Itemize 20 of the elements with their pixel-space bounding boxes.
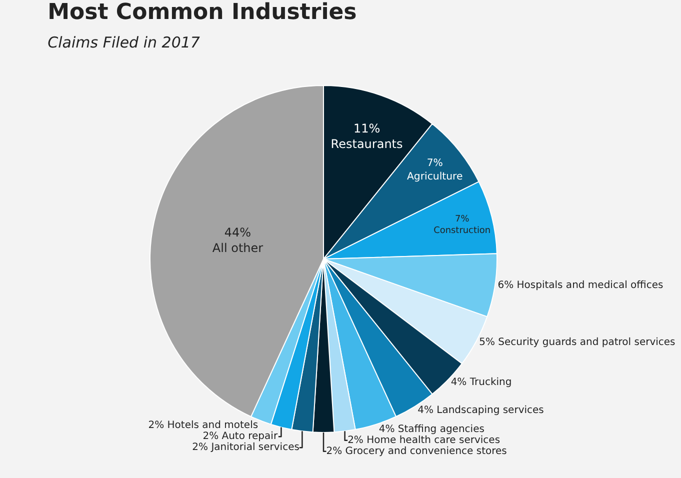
chart-title: Most Common Industries — [48, 0, 357, 26]
slice-label: Restaurants — [330, 136, 403, 151]
slice-label: 2% Janitorial services — [192, 442, 300, 454]
slice-label: 4% Trucking — [450, 376, 512, 388]
slice-label: Agriculture — [407, 171, 463, 182]
data-label: 44% — [224, 225, 252, 240]
chart-subtitle: Claims Filed in 2017 — [48, 34, 200, 52]
data-label: 11% — [353, 121, 380, 136]
slice-label: 4% Landscaping services — [418, 404, 544, 416]
slice-label: Construction — [434, 226, 491, 236]
slice-label: 6% Hospitals and medical offices — [498, 280, 664, 292]
slice-label: 2% Home health care services — [348, 434, 500, 446]
data-label: 7% — [455, 214, 470, 224]
slice-label: All other — [212, 241, 264, 256]
slice-label: 2% Hotels and motels — [148, 420, 258, 432]
slice-label: 5% Security guards and patrol services — [479, 336, 676, 348]
slice-label: 4% Staffing agencies — [378, 424, 484, 435]
slice-label: 2% Grocery and convenience stores — [326, 446, 507, 457]
slice-label: 2% Auto repair — [202, 431, 278, 442]
data-label: 7% — [426, 158, 444, 170]
